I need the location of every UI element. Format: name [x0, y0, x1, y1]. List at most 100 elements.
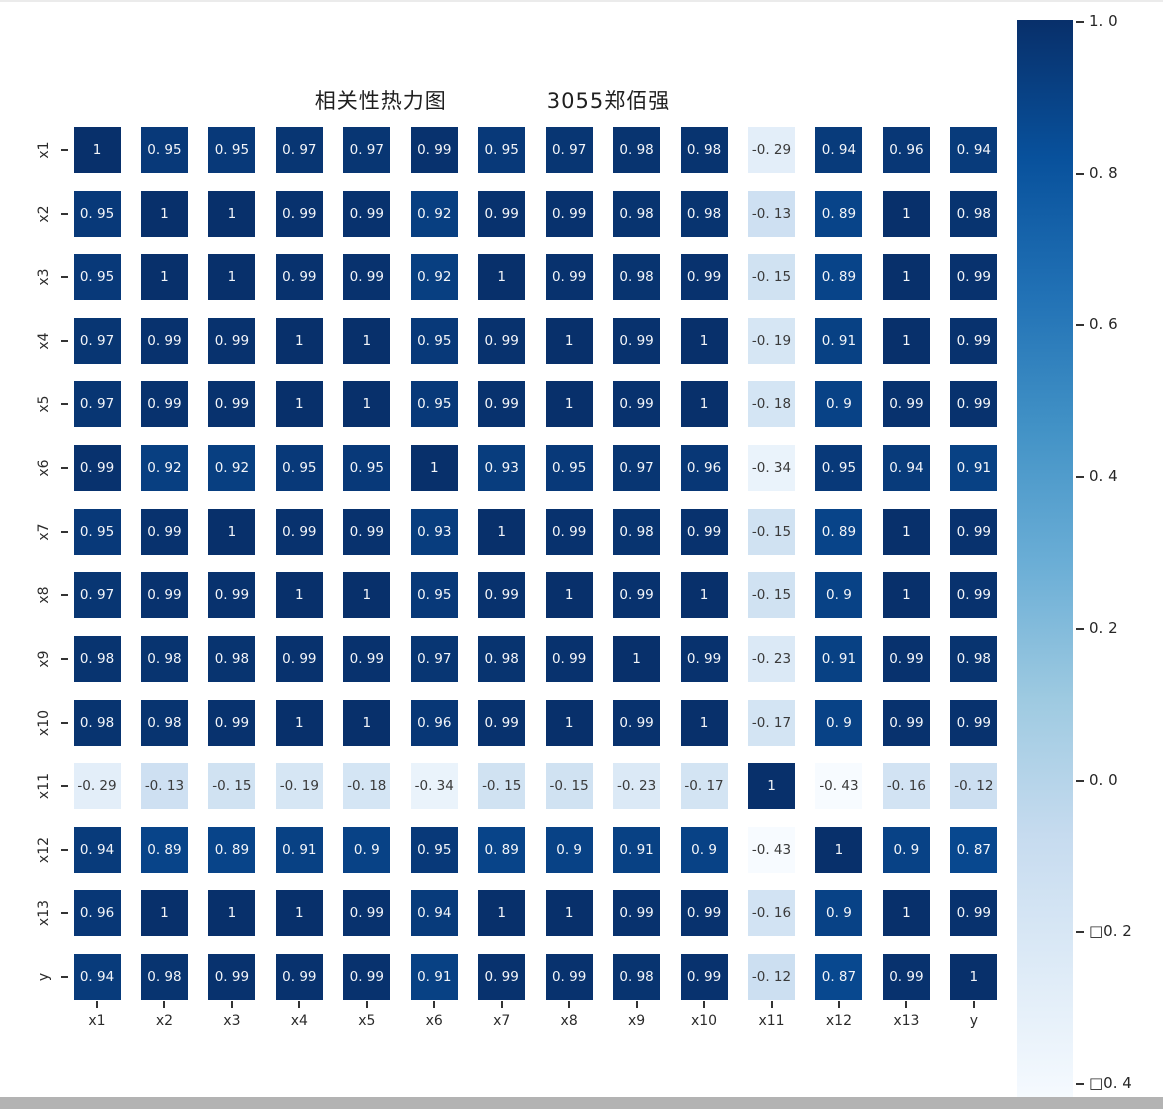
heatmap-cell: 0. 9: [815, 890, 863, 937]
heatmap-cell: 0. 99: [478, 572, 526, 619]
heatmap-cell: 0. 98: [73, 635, 121, 682]
y-tick-label: x8: [36, 586, 52, 604]
heatmap-cell: 1: [748, 763, 795, 810]
heatmap-cell: 0. 91: [950, 445, 998, 492]
heatmap-cell: 0. 98: [680, 190, 728, 237]
heatmap-cell: 0. 99: [545, 954, 593, 1001]
heatmap-cell: 1: [343, 572, 391, 619]
heatmap-cell: 0. 95: [73, 190, 121, 237]
heatmap-cell: 0. 99: [613, 699, 661, 746]
heatmap-cell: -0. 13: [140, 763, 188, 810]
heatmap-cell: 1: [815, 826, 863, 873]
heatmap-cell: 0. 95: [410, 317, 458, 364]
heatmap-cell: 1: [208, 508, 256, 555]
heatmap-cell: 0. 94: [815, 127, 863, 173]
y-tick-label: x12: [36, 836, 52, 863]
heatmap-cell: 1: [410, 445, 458, 492]
heatmap-cell: 0. 98: [950, 190, 998, 237]
heatmap-cell: 1: [950, 954, 998, 1001]
y-tick-label: x10: [36, 709, 52, 736]
colorbar-tick-mark: [1076, 21, 1084, 23]
heatmap-cell: -0. 12: [748, 954, 795, 1001]
horizontal-scrollbar-track[interactable]: [0, 1097, 1163, 1109]
y-tick-label: x4: [36, 332, 52, 350]
colorbar-tick-mark: [1076, 476, 1084, 479]
heatmap-cell: 0. 99: [343, 954, 391, 1001]
heatmap-cell: 0. 99: [882, 635, 930, 682]
heatmap-cell: 1: [343, 381, 391, 428]
heatmap-cell: 0. 99: [478, 699, 526, 746]
heatmap-cell: 1: [545, 317, 593, 364]
y-tick-label: x6: [36, 459, 52, 477]
heatmap-cell: 1: [478, 254, 526, 301]
x-tick-label: x4: [290, 1013, 308, 1029]
heatmap-cell: 0. 97: [410, 635, 458, 682]
heatmap-cell: 0. 95: [73, 254, 121, 301]
x-tick-mark: [96, 1001, 98, 1008]
y-tick-mark: [61, 467, 68, 470]
x-tick-mark: [837, 1001, 840, 1008]
x-tick-label: y: [969, 1013, 978, 1029]
heatmap-cell: -0. 17: [680, 763, 728, 810]
heatmap-cell: 1: [208, 890, 256, 937]
heatmap-cell: 1: [882, 508, 930, 555]
heatmap-cell: 1: [545, 381, 593, 428]
heatmap-cell: 1: [680, 572, 728, 619]
heatmap-cell: 0. 97: [343, 127, 391, 173]
heatmap-cell: 1: [140, 190, 188, 237]
y-tick-mark: [61, 530, 68, 533]
heatmap-cell: 0. 9: [815, 381, 863, 428]
heatmap-cell: 0. 99: [208, 317, 256, 364]
heatmap-cell: 0. 99: [545, 508, 593, 555]
heatmap-cell: 0. 91: [815, 635, 863, 682]
heatmap-cell: 0. 99: [343, 635, 391, 682]
colorbar-tick-mark: [1076, 779, 1084, 782]
heatmap-cell: 0. 99: [950, 699, 998, 746]
heatmap-cell: 0. 99: [275, 254, 323, 301]
heatmap-cell: 0. 99: [275, 954, 323, 1001]
heatmap-cell: 0. 91: [275, 826, 323, 873]
heatmap-cell: 0. 99: [208, 572, 256, 619]
colorbar-tick-mark: [1076, 931, 1084, 934]
y-tick-label: x5: [36, 395, 52, 414]
y-tick-mark: [61, 848, 68, 851]
heatmap-cell: 0. 87: [815, 954, 863, 1001]
heatmap-cell: 0. 95: [478, 127, 526, 173]
heatmap-cell: 0. 98: [613, 190, 661, 237]
x-tick-mark: [568, 1001, 571, 1008]
heatmap-cell: -0. 16: [882, 763, 930, 810]
x-tick-mark: [703, 1001, 706, 1008]
x-tick-label: x1: [88, 1013, 106, 1029]
heatmap-cell: 0. 99: [478, 381, 526, 428]
heatmap-cell: 0. 99: [478, 190, 526, 237]
y-tick-mark: [61, 276, 68, 279]
heatmap-cell: 0. 99: [950, 317, 998, 364]
heatmap-cell: 0. 95: [410, 572, 458, 619]
heatmap-cell: 0. 99: [275, 635, 323, 682]
heatmap-cell: 0. 96: [680, 445, 728, 492]
heatmap-cell: 0. 99: [680, 508, 728, 555]
heatmap-cell: 0. 9: [545, 826, 593, 873]
heatmap-cell: -0. 19: [275, 763, 323, 810]
heatmap-cell: 0. 99: [73, 445, 121, 492]
heatmap-cell: 1: [208, 190, 256, 237]
y-tick-label: x13: [36, 900, 52, 927]
heatmap-cell: 0. 99: [343, 890, 391, 937]
x-tick-label: x11: [758, 1013, 785, 1029]
window-top-border: [0, 0, 1163, 2]
heatmap-cell: 1: [680, 381, 728, 428]
x-tick-mark: [905, 1001, 908, 1008]
heatmap-cell: 1: [478, 508, 526, 555]
heatmap-cell: 0. 95: [343, 445, 391, 492]
heatmap-cell: 0. 99: [140, 508, 188, 555]
heatmap-cell: 0. 99: [208, 381, 256, 428]
x-tick-label: x12: [825, 1013, 852, 1029]
y-tick-label: x2: [36, 205, 52, 223]
heatmap-cell: 0. 95: [208, 127, 256, 173]
heatmap-cell: 0. 95: [815, 445, 863, 492]
heatmap-cell: 0. 99: [680, 254, 728, 301]
x-tick-label: x10: [690, 1013, 718, 1029]
heatmap-cell: 0. 91: [410, 954, 458, 1001]
heatmap-cell: 0. 98: [950, 635, 998, 682]
heatmap-cell: 0. 99: [545, 635, 593, 682]
